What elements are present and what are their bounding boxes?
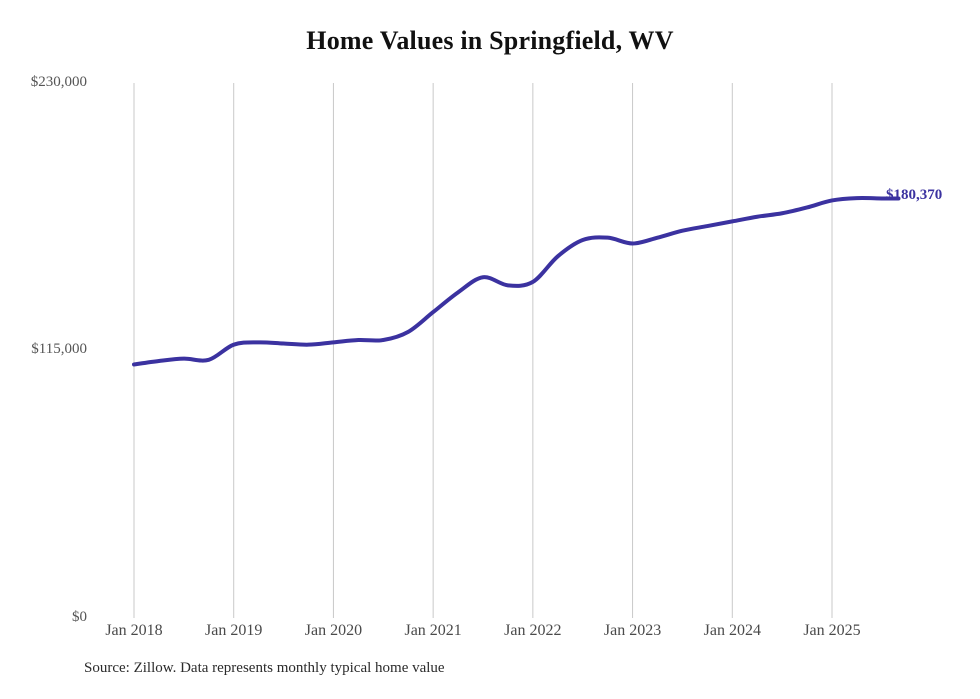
value-line-path — [132, 196, 901, 367]
x-axis-tick-jan-2025: Jan 2025 — [803, 622, 861, 639]
y-axis-tick-115000: $115,000 — [31, 341, 87, 357]
x-axis-tick-jan-2024: Jan 2024 — [703, 622, 761, 639]
x-axis-tick-jan-2021: Jan 2021 — [404, 622, 462, 639]
x-axis-tick-jan-2022: Jan 2022 — [504, 622, 562, 639]
source-note: Source: Zillow. Data represents monthly … — [84, 660, 445, 676]
x-axis-tick-jan-2018: Jan 2018 — [105, 622, 163, 639]
gridline-group — [133, 83, 833, 618]
x-axis-tick-jan-2020: Jan 2020 — [304, 622, 363, 639]
y-axis-tick-0: $0 — [72, 609, 87, 625]
chart-title: Home Values in Springfield, WV — [306, 26, 674, 55]
end-value-annotation: $180,370 — [886, 187, 943, 203]
x-axis-tick-jan-2023: Jan 2023 — [603, 622, 662, 639]
y-axis-tick-230000: $230,000 — [30, 74, 87, 90]
x-axis-tick-jan-2019: Jan 2019 — [205, 622, 263, 639]
